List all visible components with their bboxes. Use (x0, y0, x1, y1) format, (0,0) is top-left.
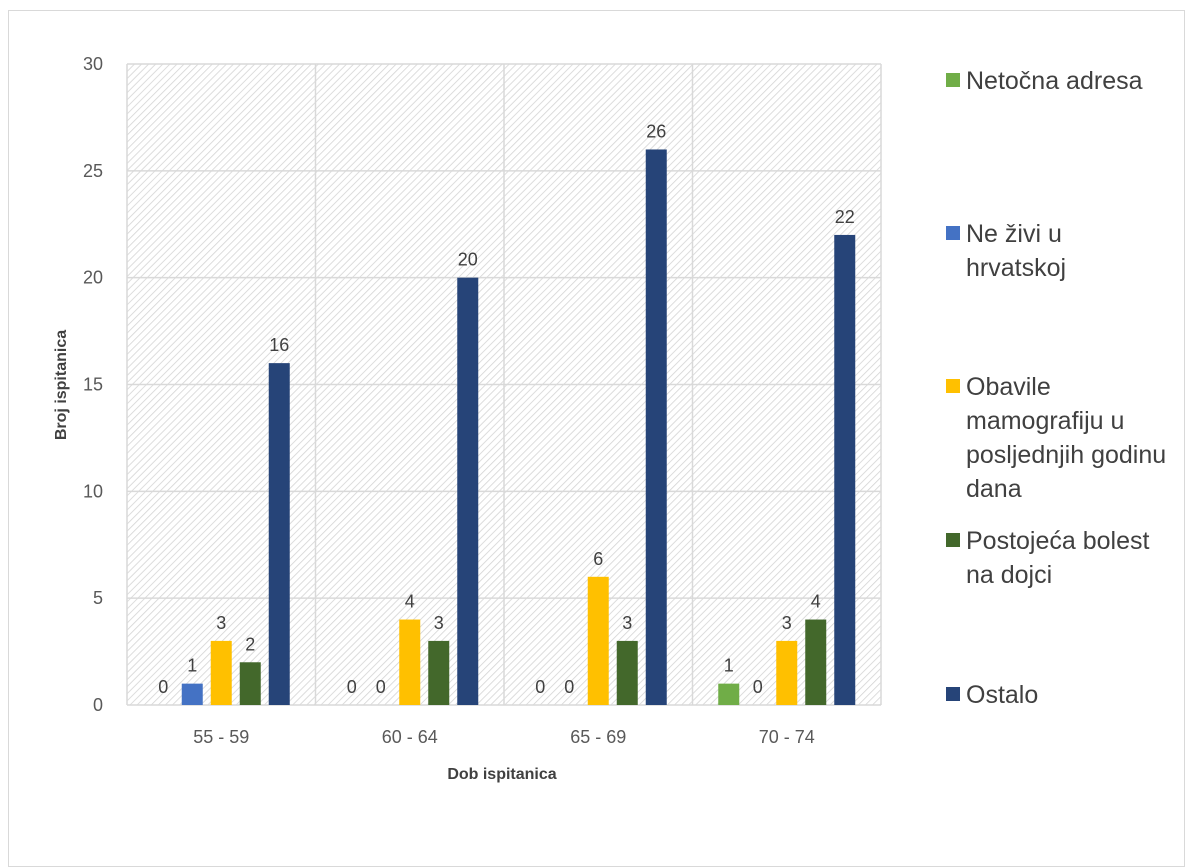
data-label: 4 (405, 592, 415, 612)
data-label: 1 (724, 656, 734, 676)
bar (428, 640, 450, 705)
bar (645, 149, 667, 705)
legend-item-ne-zivi-u-hrvatskoj: Ne živi u hrvatskoj (946, 217, 1116, 285)
bar (239, 662, 261, 705)
x-tick-label: 60 - 64 (382, 727, 438, 747)
legend-item-postojeca-bolest: Postojeća bolest na dojci (946, 524, 1184, 592)
bar (181, 683, 203, 705)
legend-label: Obavile mamografiju u posljednjih godinu… (966, 373, 1167, 503)
bar (268, 363, 290, 705)
x-tick-label: 70 - 74 (759, 727, 815, 747)
legend-label: Ne živi u hrvatskoj (966, 220, 1067, 282)
data-label: 0 (158, 677, 168, 697)
data-label: 0 (535, 677, 545, 697)
bar (776, 640, 798, 705)
legend-swatch (946, 226, 960, 240)
x-tick-label: 55 - 59 (193, 727, 249, 747)
data-label: 0 (376, 677, 386, 697)
y-tick-label: 15 (83, 375, 103, 395)
legend-label: Postojeća bolest na dojci (966, 527, 1150, 589)
legend-swatch (946, 379, 960, 393)
legend: Netočna adresa Ne živi u hrvatskoj Obavi… (946, 0, 1186, 868)
y-tick-label: 10 (83, 481, 103, 501)
bar (399, 619, 421, 705)
data-label: 0 (564, 677, 574, 697)
data-label: 4 (811, 592, 821, 612)
legend-item-netocna-adresa: Netočna adresa (946, 64, 1186, 98)
legend-swatch (946, 73, 960, 87)
data-label: 3 (782, 613, 792, 633)
bar (616, 640, 638, 705)
data-label: 3 (622, 613, 632, 633)
data-label: 20 (458, 250, 478, 270)
data-label: 0 (753, 677, 763, 697)
data-label: 2 (245, 634, 255, 654)
y-tick-label: 20 (83, 268, 103, 288)
bar (210, 640, 232, 705)
data-label: 3 (216, 613, 226, 633)
x-tick-label: 65 - 69 (570, 727, 626, 747)
legend-item-ostalo: Ostalo (946, 678, 1186, 712)
legend-item-obavile-mamografiju: Obavile mamografiju u posljednjih godinu… (946, 370, 1171, 506)
legend-label: Netočna adresa (966, 67, 1143, 95)
data-label: 16 (269, 335, 289, 355)
data-label: 26 (646, 121, 666, 141)
legend-swatch (946, 533, 960, 547)
data-label: 22 (835, 207, 855, 227)
bar (718, 683, 740, 705)
y-tick-label: 5 (93, 588, 103, 608)
bar (457, 277, 479, 705)
y-tick-label: 25 (83, 161, 103, 181)
data-label: 6 (593, 549, 603, 569)
data-label: 0 (347, 677, 357, 697)
y-tick-label: 0 (93, 695, 103, 715)
y-axis-title: Broj ispitanica (53, 330, 70, 440)
bar (805, 619, 827, 705)
legend-swatch (946, 687, 960, 701)
bar (587, 576, 609, 705)
x-axis-title: Dob ispitanica (447, 766, 556, 783)
bar (834, 234, 856, 705)
legend-label: Ostalo (966, 681, 1039, 709)
data-label: 3 (434, 613, 444, 633)
data-label: 1 (187, 656, 197, 676)
y-tick-label: 30 (83, 54, 103, 74)
